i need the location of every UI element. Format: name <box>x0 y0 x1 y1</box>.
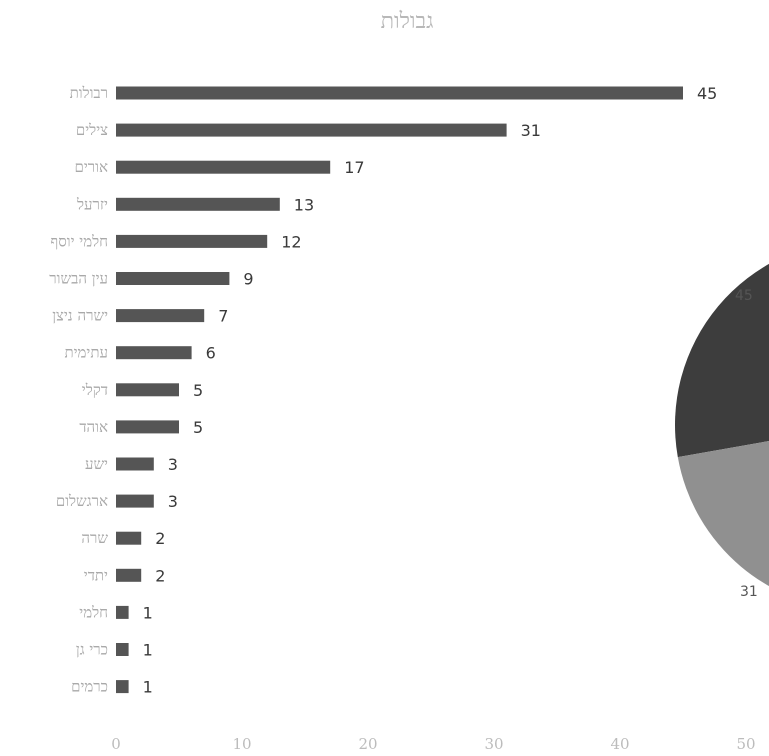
bar <box>116 420 179 434</box>
data-label: 13 <box>294 195 314 214</box>
bar <box>116 643 129 656</box>
bar <box>116 272 230 285</box>
data-label: 1 <box>143 603 153 622</box>
category-label: ארגשלום <box>56 492 108 510</box>
x-tick-label: 20 <box>358 735 377 753</box>
bar <box>116 680 129 694</box>
pie-slice <box>677 441 769 586</box>
data-label: 2 <box>155 529 165 548</box>
data-label: 17 <box>344 158 364 177</box>
category-label: חלמי <box>79 603 108 621</box>
x-tick-label: 40 <box>610 735 629 753</box>
pie-slice <box>675 264 769 458</box>
data-label: 2 <box>155 566 165 585</box>
data-label: 7 <box>218 307 228 326</box>
category-label: עין הבשור <box>49 270 108 288</box>
pie-chart: 45 31 <box>675 264 769 600</box>
data-label: 3 <box>168 455 178 474</box>
bar <box>116 457 154 471</box>
bar <box>116 234 268 248</box>
category-label: חלמי יוסף <box>50 232 108 250</box>
category-label: יזרעל <box>76 195 108 213</box>
data-label: 3 <box>168 492 178 511</box>
bar <box>116 309 205 323</box>
data-label: 5 <box>193 418 203 437</box>
bar <box>116 383 179 397</box>
data-label: 5 <box>193 381 203 400</box>
category-label: עתימית <box>64 344 108 362</box>
category-label: דקלי <box>82 381 108 399</box>
data-label: 1 <box>143 678 153 697</box>
bar <box>116 531 142 545</box>
bar <box>116 494 154 508</box>
data-label: 45 <box>697 84 717 103</box>
data-label: 1 <box>143 641 153 660</box>
category-label: אורים <box>74 158 108 176</box>
data-label: 31 <box>521 121 541 140</box>
bar <box>116 346 192 360</box>
x-tick-label: 0 <box>111 735 121 753</box>
bar <box>116 568 142 582</box>
x-axis: 0 10 20 30 40 50 <box>111 735 755 753</box>
data-label: 9 <box>243 270 253 289</box>
x-tick-label: 50 <box>736 735 755 753</box>
pie-slice-label: 31 <box>740 584 758 600</box>
category-label: ישרה ניצן <box>52 307 108 325</box>
category-label: רבולות <box>70 84 108 102</box>
category-label: אוהד <box>79 418 108 436</box>
category-label: כרי גן <box>76 641 108 659</box>
category-label: שרה <box>81 529 108 547</box>
bar <box>116 123 507 137</box>
bar <box>116 605 129 619</box>
x-tick-label: 30 <box>484 735 503 753</box>
category-label: ישע <box>85 455 108 473</box>
category-label: יתדי <box>84 566 108 584</box>
bar <box>116 160 331 174</box>
bar <box>116 86 683 100</box>
category-label: כרמים <box>71 678 108 696</box>
x-tick-label: 10 <box>232 735 251 753</box>
category-label: צילים <box>76 121 108 139</box>
data-label: 12 <box>281 232 301 251</box>
pie-slice-label: 45 <box>735 288 753 304</box>
data-label: 6 <box>206 344 216 363</box>
chart-title: גבולות <box>381 9 434 34</box>
bar <box>116 197 280 211</box>
